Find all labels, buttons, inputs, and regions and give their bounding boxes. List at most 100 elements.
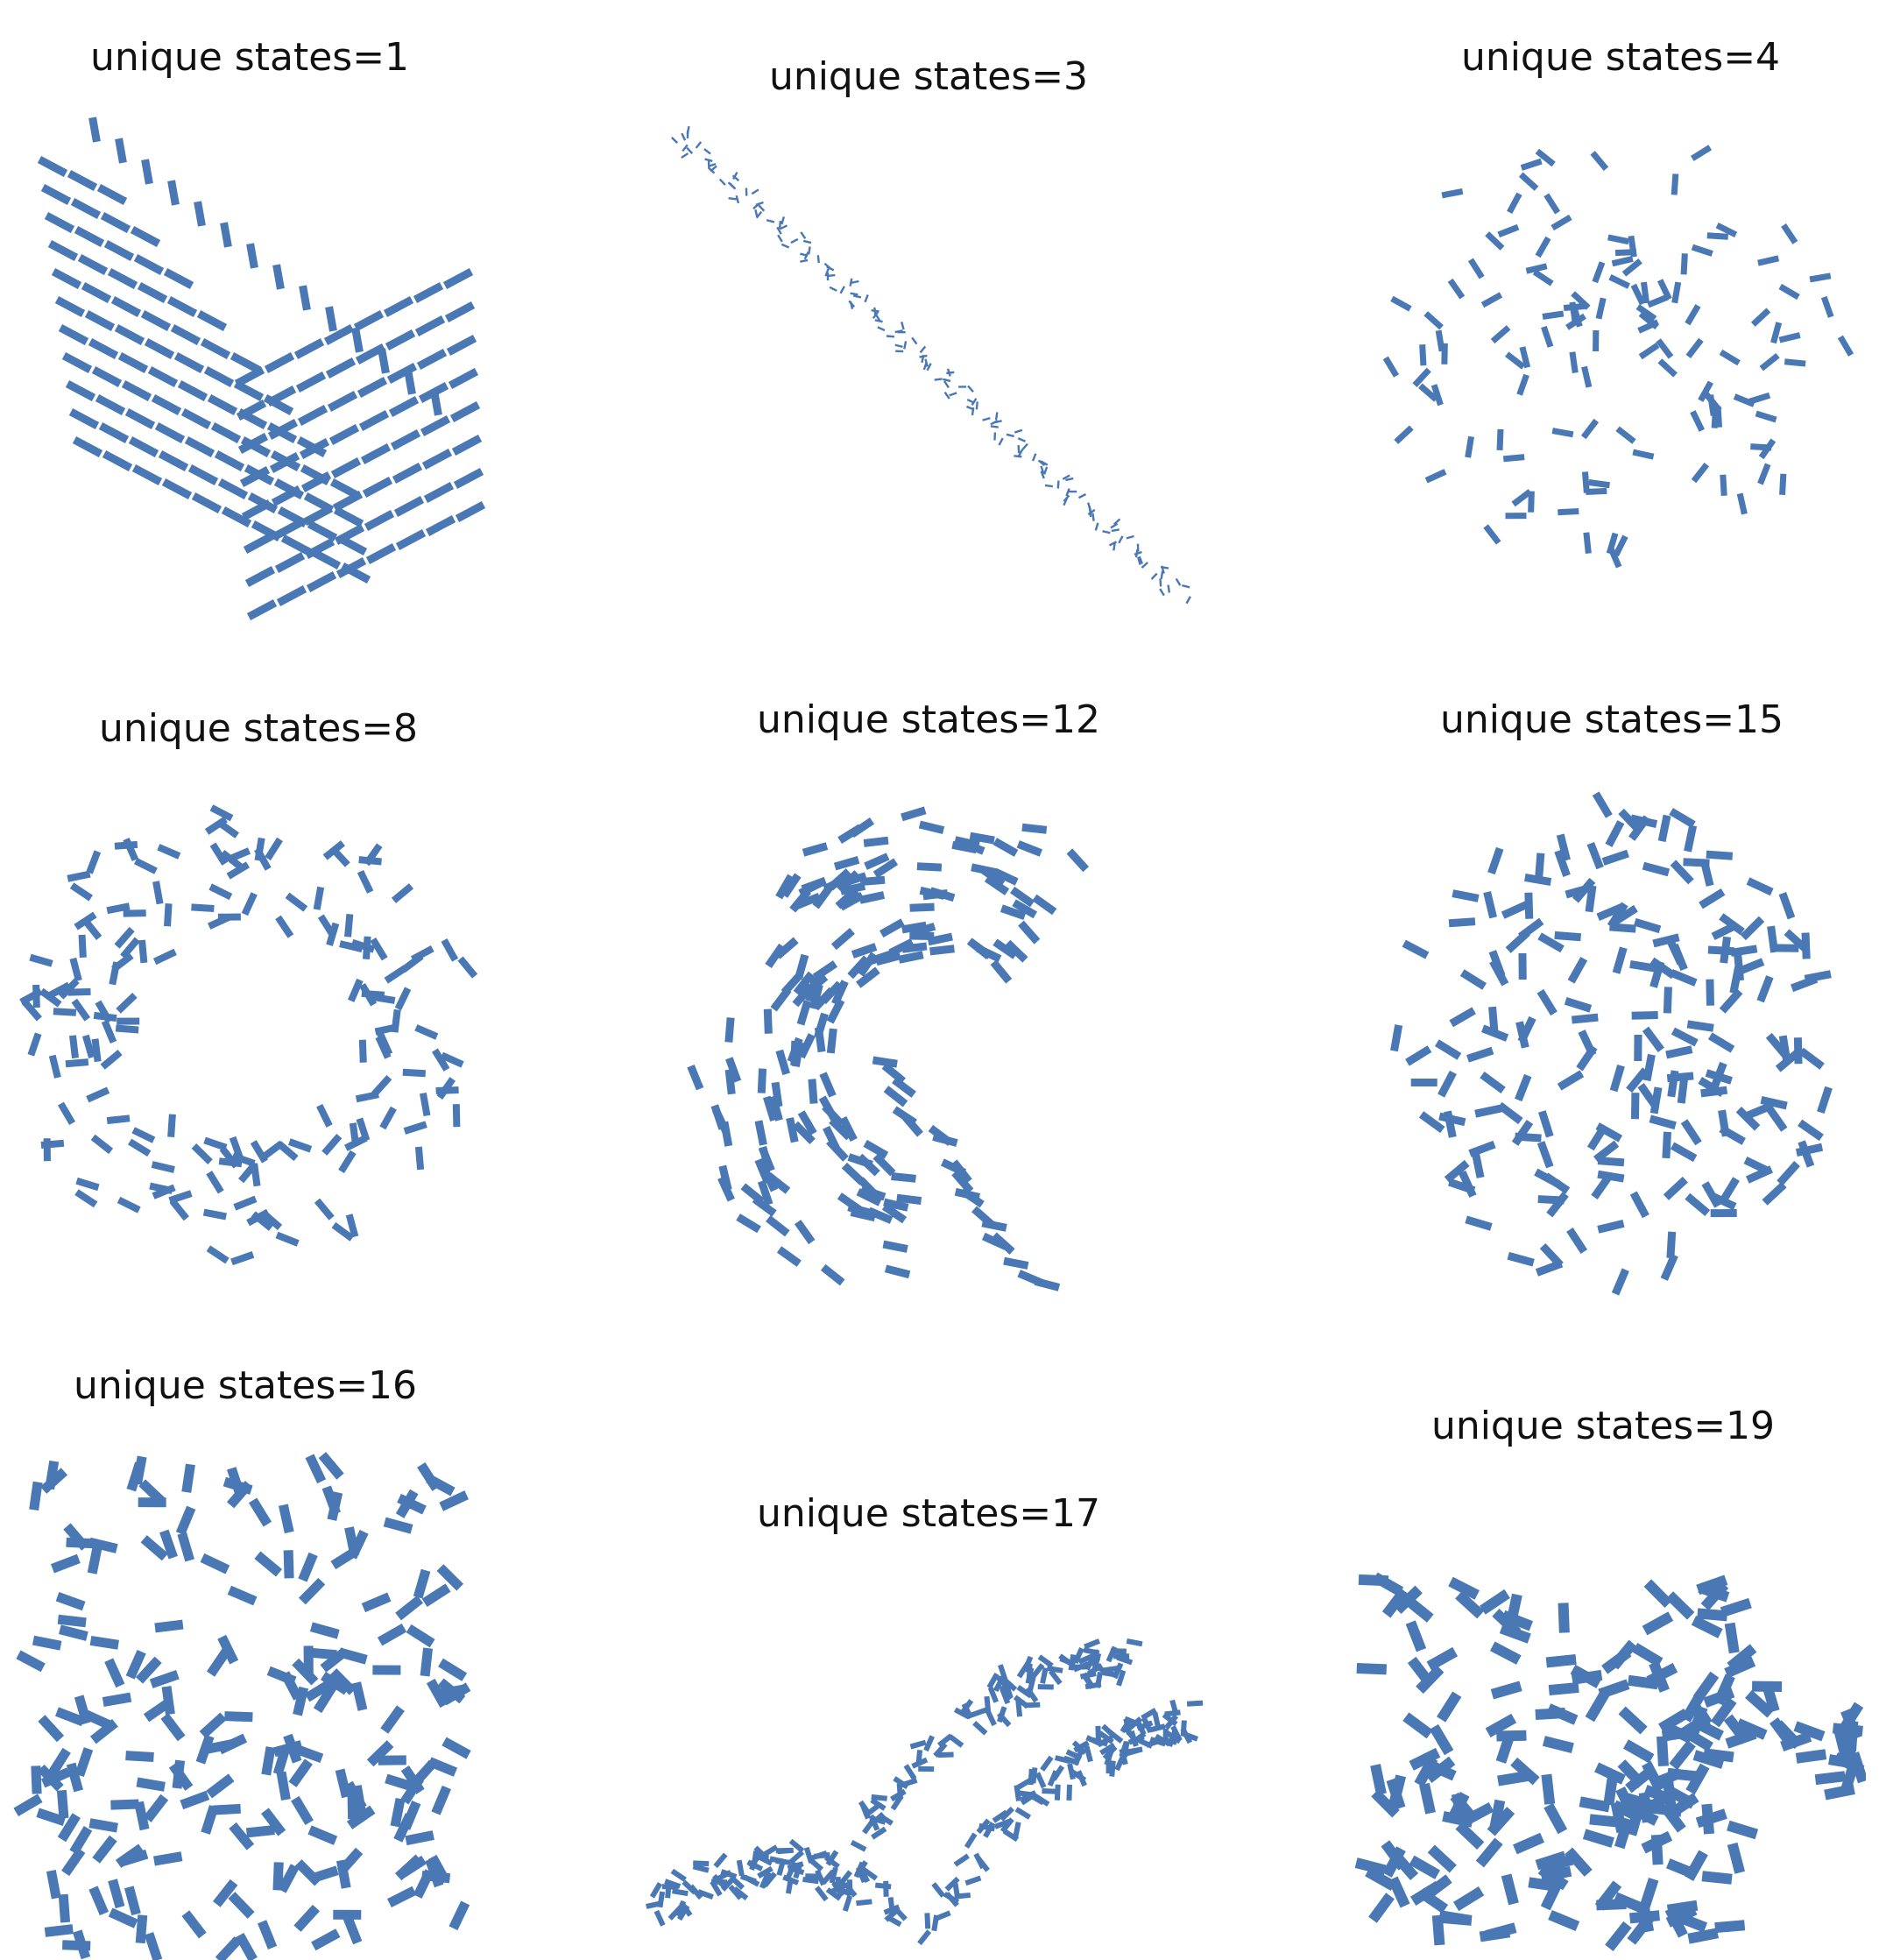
rod-mark [128, 1138, 152, 1157]
rod-mark [90, 1134, 114, 1155]
rod-mark [224, 1711, 253, 1723]
rod-mark [1013, 1695, 1029, 1709]
rod-mark [1407, 1656, 1435, 1688]
rod-mark [1014, 1807, 1032, 1820]
rod-mark [1699, 888, 1726, 909]
rod-mark [1072, 1647, 1084, 1664]
rod-mark [870, 1797, 887, 1811]
rod-mark [299, 285, 311, 311]
rod-mark [1016, 1685, 1033, 1699]
rod-mark [311, 1928, 341, 1951]
rod-mark [775, 874, 795, 900]
rod-mark [307, 1825, 338, 1845]
rod-mark [1724, 1656, 1756, 1679]
rod-mark [1765, 1032, 1789, 1058]
rod-mark [1671, 1027, 1699, 1047]
rod-mark [66, 1537, 95, 1549]
rod-mark [1024, 1702, 1041, 1709]
rod-mark [927, 932, 953, 946]
rod-mark [426, 1474, 456, 1497]
rod-mark [1707, 1032, 1735, 1053]
rod-mark [1465, 435, 1474, 458]
rod-mark [194, 201, 206, 227]
rod-mark [410, 945, 434, 963]
rod-mark [1594, 1762, 1626, 1785]
rod-mark [897, 330, 906, 334]
rod-mark [87, 1545, 102, 1574]
rod-mark [1084, 1745, 1093, 1763]
rod-mark [1507, 192, 1522, 215]
rod-mark [314, 1198, 335, 1221]
rod-mark [241, 892, 258, 916]
rod-mark [670, 1868, 687, 1882]
rod-mark [1691, 1615, 1723, 1638]
rod-mark [1588, 479, 1610, 489]
rod-mark [1605, 1921, 1632, 1951]
rod-mark [838, 892, 865, 911]
rod-mark [1447, 278, 1466, 300]
rod-mark [1434, 1039, 1462, 1060]
rod-mark [276, 585, 307, 606]
rod-mark [351, 327, 364, 353]
rod-mark [1589, 1814, 1621, 1828]
rod-mark [1828, 1754, 1860, 1770]
rod-mark [1701, 1803, 1715, 1835]
rod-mark [1690, 410, 1705, 432]
rod-mark [272, 519, 304, 540]
rod-mark [110, 1799, 139, 1810]
rod-mark [934, 378, 943, 381]
rod-mark [1021, 442, 1028, 451]
rod-mark [117, 1196, 141, 1214]
rod-mark [950, 1159, 972, 1184]
rod-mark [1846, 1721, 1859, 1751]
rod-mark [724, 1017, 735, 1043]
rod-mark [304, 1679, 334, 1702]
rod-mark [1733, 393, 1755, 407]
rod-mark [1669, 808, 1696, 829]
rod-mark [959, 1187, 985, 1208]
rod-mark [339, 940, 364, 952]
rod-mark [305, 1454, 327, 1484]
rod-mark [1161, 565, 1165, 574]
rod-mark [1607, 234, 1629, 245]
rod-mark [1665, 1905, 1698, 1928]
rod-mark [1410, 1079, 1438, 1086]
rod-mark [1775, 1049, 1801, 1072]
rod-mark [1784, 358, 1806, 367]
rod-mark [1014, 455, 1022, 458]
rod-mark [133, 254, 165, 275]
rod-mark [1665, 1591, 1695, 1620]
rod-mark [431, 1785, 451, 1815]
rod-mark [1542, 1736, 1574, 1754]
rod-mark [794, 1220, 816, 1245]
rod-mark [306, 571, 337, 592]
rod-mark [1066, 848, 1090, 873]
rod-mark [254, 1551, 283, 1577]
rod-mark [1746, 877, 1774, 896]
rod-mark [1719, 988, 1743, 1014]
rod-mark [841, 872, 867, 888]
rod-mark [929, 887, 956, 902]
rod-mark [288, 1758, 313, 1787]
rod-mark [45, 1460, 60, 1490]
rod-mark [1609, 923, 1636, 933]
rod-mark [425, 515, 456, 536]
rod-mark [1466, 1046, 1494, 1063]
rod-mark [1414, 1755, 1438, 1787]
rod-mark [384, 965, 407, 984]
rod-mark [370, 938, 388, 961]
rod-mark [1034, 1277, 1061, 1291]
rod-mark [1536, 1141, 1554, 1169]
rod-mark [416, 349, 448, 370]
rod-mark [95, 394, 126, 415]
rod-mark [191, 903, 215, 912]
rod-mark [976, 1818, 991, 1835]
rod-mark [729, 1875, 745, 1891]
rod-mark [135, 1656, 162, 1684]
rod-mark [895, 350, 904, 353]
rod-mark [398, 1855, 427, 1879]
rod-mark [1010, 886, 1035, 908]
rod-mark [793, 971, 815, 996]
rod-mark [826, 1028, 837, 1054]
rod-mark [898, 951, 924, 964]
